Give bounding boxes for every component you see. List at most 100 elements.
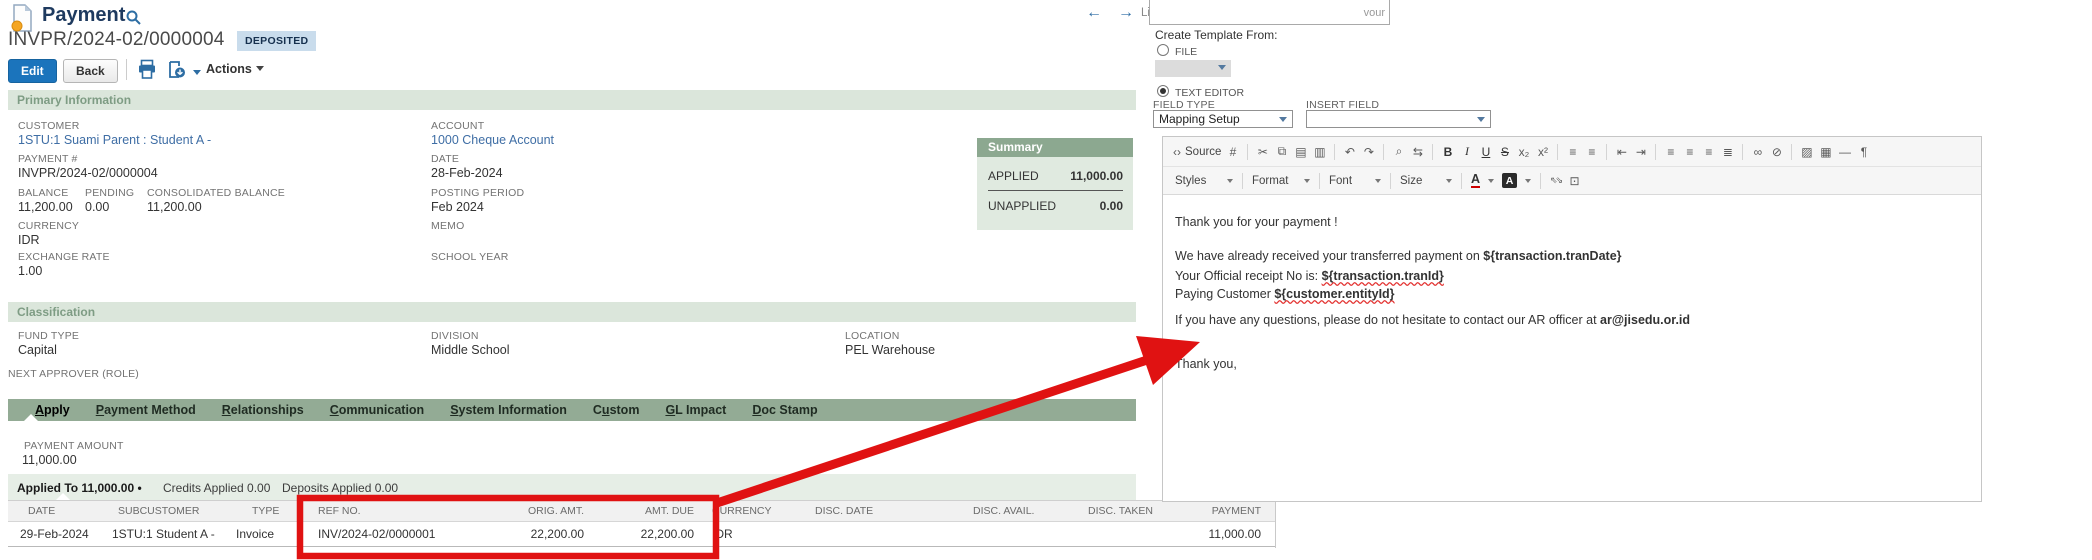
editor-content[interactable]: Thank you for your payment ! We have alr… bbox=[1163, 195, 1981, 501]
summary-applied-row: APPLIED 11,000.00 bbox=[988, 165, 1123, 191]
toolbar-separator bbox=[1791, 143, 1793, 160]
toolbar-divider bbox=[126, 59, 127, 80]
paste-icon[interactable]: ▤ bbox=[1295, 144, 1307, 159]
col-header-orig-amt[interactable]: ORIG. AMT. bbox=[527, 505, 584, 517]
file-template-dropdown[interactable] bbox=[1155, 60, 1231, 77]
toolbar-separator bbox=[1432, 143, 1434, 160]
align-center-icon[interactable]: ≡ bbox=[1686, 144, 1694, 159]
tab-gl-impact[interactable]: GL Impact bbox=[665, 403, 727, 417]
back-button[interactable]: Back bbox=[63, 59, 118, 83]
toolbar-separator bbox=[1606, 143, 1608, 160]
summary-unapplied-row: UNAPPLIED 0.00 bbox=[988, 191, 1123, 220]
dropdown-arrow-icon bbox=[1227, 179, 1233, 186]
strikethrough-icon[interactable]: S bbox=[1500, 144, 1509, 159]
fund-type-label: FUND TYPE bbox=[18, 330, 80, 342]
text-editor-radio[interactable] bbox=[1157, 85, 1169, 97]
export-menu-caret-icon[interactable] bbox=[193, 70, 201, 79]
location-label: LOCATION bbox=[845, 330, 900, 342]
field-type-value: Mapping Setup bbox=[1159, 112, 1240, 126]
col-header-amt-due[interactable]: AMT. DUE bbox=[644, 505, 694, 517]
posting-period-label: POSTING PERIOD bbox=[431, 187, 525, 199]
cell-ref-no: INV/2024-02/0000001 bbox=[318, 527, 436, 541]
edit-button[interactable]: Edit bbox=[8, 59, 57, 83]
cell-payment: 11,000.00 bbox=[1208, 527, 1262, 541]
undo-icon[interactable]: ↶ bbox=[1344, 144, 1355, 159]
font-dropdown[interactable]: Font bbox=[1325, 171, 1385, 191]
previous-record-arrow[interactable]: ← bbox=[1086, 4, 1102, 21]
tab-system-information[interactable]: System Information bbox=[450, 403, 567, 417]
size-dropdown[interactable]: Size bbox=[1396, 171, 1456, 191]
italic-icon[interactable]: I bbox=[1464, 144, 1469, 158]
align-right-icon[interactable]: ≡ bbox=[1705, 144, 1713, 159]
col-header-disc-taken[interactable]: DISC. TAKEN bbox=[1088, 505, 1153, 517]
col-header-type[interactable]: TYPE bbox=[252, 505, 280, 517]
table-icon[interactable]: ▦ bbox=[1820, 144, 1832, 159]
insert-placeholder-icon[interactable]: # bbox=[1229, 144, 1237, 159]
text-color-button[interactable]: A bbox=[1467, 171, 1498, 191]
search-icon[interactable] bbox=[126, 10, 141, 25]
save-export-icon[interactable] bbox=[166, 59, 186, 80]
customer-value-link[interactable]: 1STU:1 Suami Parent : Student A - bbox=[18, 133, 212, 147]
list-link-truncated[interactable]: Li bbox=[1141, 7, 1150, 19]
classification-header: Classification bbox=[8, 302, 1136, 322]
col-header-payment[interactable]: PAYMENT bbox=[1211, 505, 1261, 517]
col-header-currency[interactable]: CURRENCY bbox=[712, 505, 772, 517]
copy-icon[interactable]: ⧉ bbox=[1277, 144, 1287, 158]
paste-from-word-icon[interactable]: ▥ bbox=[1314, 144, 1326, 159]
horizontal-rule-icon[interactable]: — bbox=[1838, 144, 1851, 159]
template-name-input[interactable]: vour bbox=[1149, 0, 1390, 25]
toolbar-separator bbox=[1383, 143, 1385, 160]
bullet-list-icon[interactable]: ≡ bbox=[1588, 144, 1596, 159]
numbered-list-icon[interactable]: ≡ bbox=[1569, 144, 1577, 159]
insert-field-select[interactable] bbox=[1306, 110, 1491, 128]
col-header-disc-date[interactable]: DISC. DATE bbox=[815, 505, 874, 517]
bold-icon[interactable]: B bbox=[1443, 144, 1453, 159]
editor-line: We have already received your transferre… bbox=[1175, 249, 1622, 263]
image-icon[interactable]: ▨ bbox=[1801, 144, 1813, 159]
link-icon[interactable]: ∞ bbox=[1753, 144, 1763, 159]
replace-icon[interactable]: ⇆ bbox=[1412, 144, 1423, 159]
next-record-arrow[interactable]: → bbox=[1118, 4, 1134, 21]
actions-button[interactable]: Actions bbox=[206, 62, 264, 76]
background-color-icon: A bbox=[1502, 173, 1518, 188]
underline-icon[interactable]: U bbox=[1481, 144, 1491, 159]
outdent-icon[interactable]: ⇤ bbox=[1616, 144, 1627, 159]
redo-icon[interactable]: ↷ bbox=[1363, 144, 1374, 159]
tab-apply[interactable]: Apply bbox=[35, 403, 70, 417]
unlink-icon[interactable]: ⊘ bbox=[1771, 144, 1782, 159]
justify-icon[interactable]: ≣ bbox=[1722, 144, 1733, 159]
subtab-applied-to[interactable]: Applied To 11,000.00 • bbox=[17, 481, 142, 495]
format-dropdown[interactable]: Format bbox=[1248, 171, 1314, 191]
tab-payment-method[interactable]: Payment Method bbox=[95, 403, 196, 417]
subtab-deposits-applied[interactable]: Deposits Applied 0.00 bbox=[282, 481, 399, 495]
file-radio[interactable] bbox=[1157, 44, 1169, 56]
toolbar-separator bbox=[1247, 143, 1249, 160]
subtab-credits-applied[interactable]: Credits Applied 0.00 bbox=[163, 481, 271, 495]
col-header-subcustomer[interactable]: SUBCUSTOMER bbox=[118, 505, 200, 517]
tab-relationships[interactable]: Relationships bbox=[221, 403, 304, 417]
col-header-date[interactable]: DATE bbox=[28, 505, 56, 517]
print-icon[interactable] bbox=[137, 59, 157, 80]
background-color-button[interactable]: A bbox=[1498, 171, 1535, 191]
styles-dropdown[interactable]: Styles bbox=[1171, 171, 1237, 191]
show-blocks-icon[interactable]: ⊡ bbox=[1569, 173, 1580, 188]
tab-communication[interactable]: Communication bbox=[329, 403, 425, 417]
page-break-icon[interactable]: ¶ bbox=[1860, 144, 1868, 159]
superscript-icon[interactable]: x² bbox=[1537, 144, 1548, 159]
align-left-icon[interactable]: ≡ bbox=[1667, 144, 1675, 159]
account-value-link[interactable]: 1000 Cheque Account bbox=[431, 133, 555, 147]
cell-date-link[interactable]: 29-Feb-2024 bbox=[20, 527, 89, 541]
subscript-icon[interactable]: x₂ bbox=[1518, 144, 1530, 159]
col-header-ref-no[interactable]: REF NO. bbox=[318, 505, 361, 517]
tab-custom[interactable]: Custom bbox=[592, 403, 640, 417]
indent-icon[interactable]: ⇥ bbox=[1635, 144, 1646, 159]
find-icon[interactable]: ⌕ bbox=[1395, 144, 1403, 158]
payment-amount-label: PAYMENT AMOUNT bbox=[24, 440, 124, 452]
cell-type-link[interactable]: Invoice bbox=[236, 527, 275, 541]
cut-icon[interactable]: ✂ bbox=[1257, 144, 1268, 159]
col-header-disc-avail[interactable]: DISC. AVAIL. bbox=[973, 505, 1035, 517]
maximize-icon[interactable]: ⇖⇘ bbox=[1549, 175, 1563, 185]
source-button[interactable]: ‹› Source bbox=[1173, 144, 1222, 159]
field-type-select[interactable]: Mapping Setup bbox=[1153, 110, 1293, 128]
tab-doc-stamp[interactable]: Doc Stamp bbox=[752, 403, 818, 417]
